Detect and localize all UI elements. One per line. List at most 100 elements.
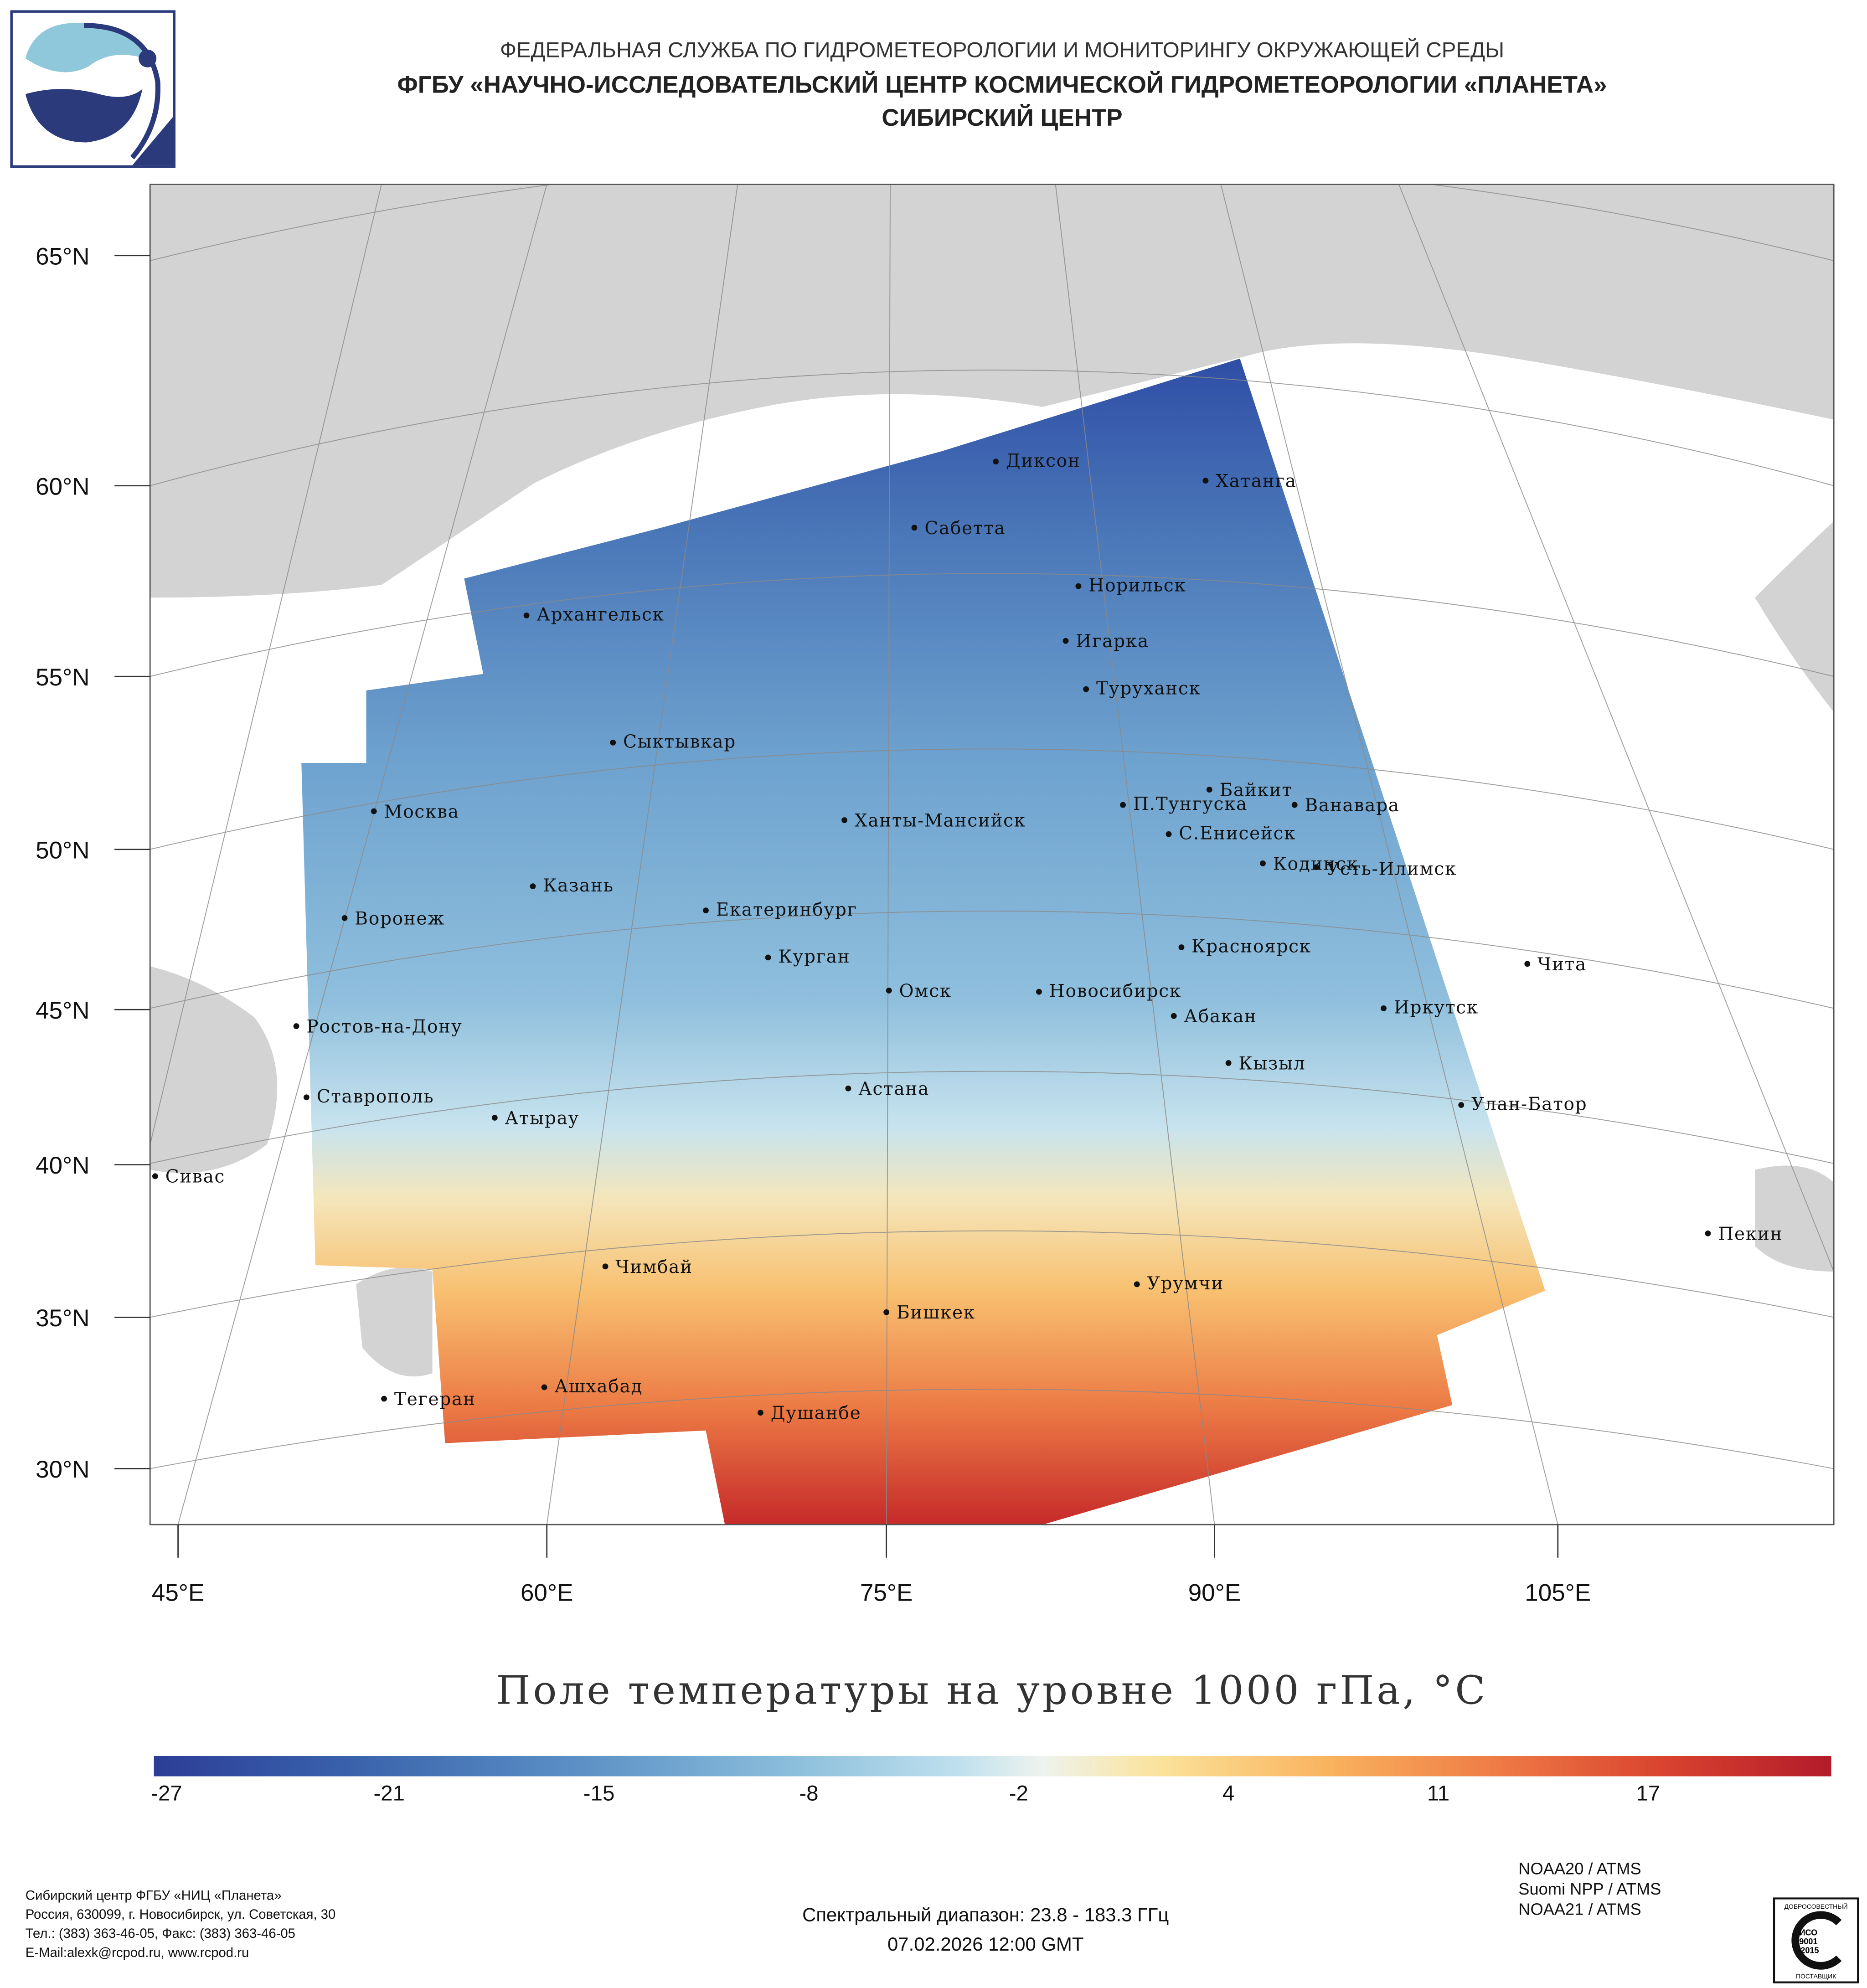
spectral-range: Спектральный диапазон: 23.8 - 183.3 ГГц <box>802 1905 1169 1926</box>
city-dot-irkutsk <box>1381 1005 1387 1011</box>
header-line-institute: ФГБУ «НАУЧНО-ИССЛЕДОВАТЕЛЬСКИЙ ЦЕНТР КОС… <box>397 72 1607 99</box>
colorbar-tick-11: 11 <box>1427 1781 1450 1806</box>
city-dot-khatanga <box>1202 478 1209 484</box>
lat-label-60: 60°N <box>36 473 89 500</box>
colorbar-tick--15: -15 <box>583 1781 615 1806</box>
city-dot-baykit <box>1206 787 1212 793</box>
city-dot-chita <box>1524 961 1531 967</box>
iso-line3: -2015 <box>1798 1946 1819 1955</box>
lon-label-45: 45°E <box>152 1580 205 1607</box>
city-label-astana: Астана <box>858 1079 929 1099</box>
city-dot-s-eniseysk <box>1166 831 1172 837</box>
caspian-land <box>356 1267 433 1377</box>
city-label-rostov: Ростов-на-Дону <box>306 1016 462 1037</box>
footer-contacts: Сибирский центр ФГБУ «НИЦ «Планета» Росс… <box>26 1887 336 1963</box>
city-label-vanavara: Ванавара <box>1305 795 1400 816</box>
satellite-item: Suomi NPP / ATMS <box>1518 1879 1661 1899</box>
city-dot-kyzyl <box>1225 1060 1232 1066</box>
city-label-khatanga: Хатанга <box>1216 471 1296 492</box>
city-dot-krasnoyarsk <box>1178 944 1185 950</box>
city-dot-stavropol <box>303 1094 309 1101</box>
city-dot-sivas <box>152 1173 158 1179</box>
observation-datetime: 07.02.2026 12:00 GMT <box>887 1934 1084 1956</box>
city-dot-ekaterinburg <box>703 907 709 914</box>
city-dot-vanavara <box>1291 802 1298 808</box>
city-dot-chimbay <box>602 1263 609 1270</box>
city-dot-syktyvkar <box>610 739 616 746</box>
city-dot-rostov <box>293 1023 299 1029</box>
iso-top-text: ДОБРОСОВЕСТНЫЙ <box>1784 1902 1848 1910</box>
satellite-item: NOAA20 / ATMS <box>1518 1859 1641 1878</box>
colorbar-tick-4: 4 <box>1222 1781 1235 1806</box>
city-label-tegeran: Тегеран <box>394 1389 476 1410</box>
lat-label-45: 45°N <box>36 997 89 1024</box>
city-label-turukhansk: Туруханск <box>1096 678 1201 699</box>
iso-bottom-text: ПОСТАВЩИК <box>1796 1973 1836 1980</box>
colorbar-gradient <box>154 1756 1831 1777</box>
city-dot-norilsk <box>1075 583 1082 589</box>
city-label-atyrau: Атырау <box>505 1108 580 1128</box>
colorbar <box>154 1756 1831 1777</box>
city-label-abakan: Абакан <box>1184 1006 1257 1027</box>
city-label-stavropol: Ставрополь <box>317 1087 434 1107</box>
lat-label-35: 35°N <box>36 1305 89 1332</box>
lat-label-50: 50°N <box>36 837 89 864</box>
map-title: Поле температуры на уровне 1000 гПа, °С <box>496 1668 1488 1714</box>
city-label-dikson: Диксон <box>1006 451 1081 471</box>
city-dot-urumchi <box>1134 1281 1140 1288</box>
city-label-chimbay: Чимбай <box>615 1257 692 1277</box>
city-label-ashkhabad: Ашхабад <box>554 1376 643 1397</box>
city-dot-bishkek <box>883 1309 890 1315</box>
header-line-center: СИБИРСКИЙ ЦЕНТР <box>882 105 1123 133</box>
city-dot-astana <box>845 1085 851 1092</box>
city-label-ekaterinburg: Екатеринбург <box>716 900 857 920</box>
city-label-arkhangelsk: Архангельск <box>536 605 664 625</box>
black-sea-land <box>150 966 278 1173</box>
city-label-kazan: Казань <box>543 876 614 896</box>
kamchatka-land <box>1755 521 1834 712</box>
city-dot-kazan <box>530 883 536 890</box>
lat-label-65: 65°N <box>36 243 89 270</box>
lon-label-60: 60°E <box>521 1580 573 1607</box>
header-line-agency: ФЕДЕРАЛЬНАЯ СЛУЖБА ПО ГИДРОМЕТЕОРОЛОГИИ … <box>500 38 1505 62</box>
city-label-urumchi: Урумчи <box>1147 1273 1224 1294</box>
longitude-axis: 45°E 60°E 75°E 90°E 105°E <box>152 1524 1591 1607</box>
city-dot-kurgan <box>765 954 771 961</box>
iso-line2: 9001 <box>1799 1937 1817 1946</box>
arctic-land <box>150 184 1834 598</box>
city-label-chita: Чита <box>1537 954 1587 975</box>
city-label-baykit: Байкит <box>1220 780 1293 801</box>
city-label-s-eniseysk: С.Енисейск <box>1179 823 1296 844</box>
city-dot-ust-ilimsk <box>1313 864 1320 870</box>
lon-label-90: 90°E <box>1188 1580 1241 1607</box>
city-label-omsk: Омск <box>899 981 952 1001</box>
city-label-sivas: Сивас <box>165 1167 225 1187</box>
satellite-item: NOAA21 / ATMS <box>1518 1900 1641 1919</box>
iso-line1: ИСО <box>1799 1928 1817 1937</box>
temperature-swath <box>301 358 1545 1525</box>
iso-certification-badge: ДОБРОСОВЕСТНЫЙ ИСО 9001 -2015 ПОСТАВЩИК <box>1773 1897 1859 1983</box>
city-label-sabetta: Сабетта <box>924 518 1006 539</box>
city-label-norilsk: Норильск <box>1088 575 1186 596</box>
city-dot-khanty-mansiysk <box>841 817 847 823</box>
city-dot-voronezh <box>341 915 348 921</box>
map-frame <box>149 184 1835 1525</box>
city-dot-abakan <box>1171 1013 1177 1019</box>
city-dot-ulan-bator <box>1458 1102 1465 1108</box>
city-label-voronezh: Воронеж <box>355 908 444 929</box>
city-label-moskva: Москва <box>384 802 459 822</box>
city-dot-tegeran <box>381 1396 387 1402</box>
city-label-ulan-bator: Улан-Батор <box>1471 1094 1587 1115</box>
city-dot-moskva <box>371 808 377 814</box>
colorbar-tick--2: -2 <box>1009 1781 1028 1806</box>
latitude-axis: 65°N 60°N 55°N 50°N 45°N 40°N 35°N 30°N <box>36 243 150 1483</box>
city-dot-novosibirsk <box>1036 989 1042 995</box>
city-dot-pekin <box>1705 1230 1711 1236</box>
city-label-kodinsk: Кодинск <box>1273 854 1359 874</box>
city-dot-atyrau <box>491 1114 498 1121</box>
city-label-ust-ilimsk: Усть-Илимск <box>1326 859 1457 880</box>
city-label-krasnoyarsk: Красноярск <box>1191 937 1311 957</box>
colorbar-tick--27: -27 <box>151 1781 182 1806</box>
map-content: Диксон Хатанга Сабетта Норильск Архангел… <box>150 184 1834 1525</box>
